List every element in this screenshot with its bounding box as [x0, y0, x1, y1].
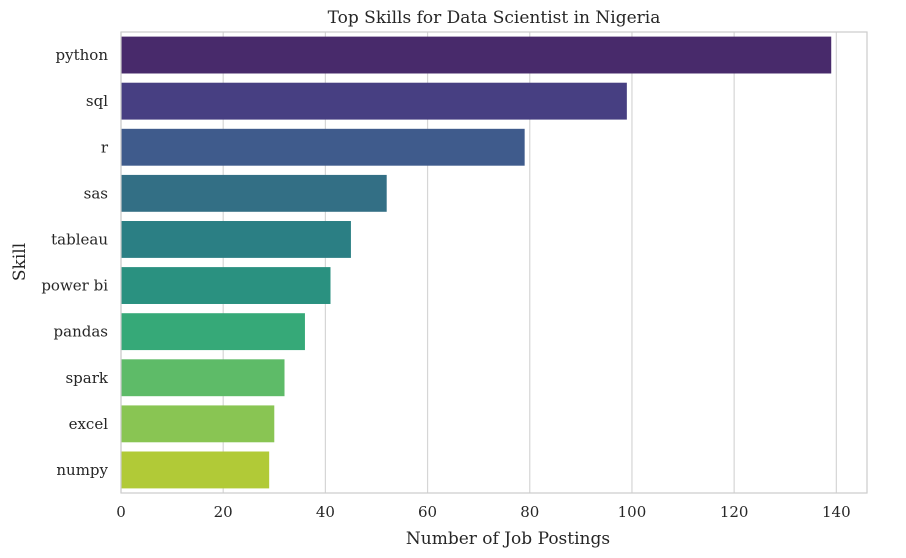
- x-tick-label: 100: [618, 503, 647, 521]
- y-tick-label: r: [101, 138, 109, 156]
- y-tick-label: tableau: [51, 230, 108, 248]
- y-tick-label: spark: [65, 369, 108, 387]
- bar-sql: [121, 82, 627, 120]
- y-axis-label: Skill: [10, 243, 30, 281]
- x-tick-label: 60: [418, 503, 437, 521]
- plot-frame: [120, 31, 868, 494]
- x-tick-label: 80: [520, 503, 539, 521]
- bar-python: [121, 36, 832, 74]
- x-tick-labels: 0 20 40 60 80 100 120 140: [116, 503, 850, 521]
- y-tick-label: excel: [69, 415, 109, 433]
- x-tick-label: 120: [720, 503, 749, 521]
- x-tick-label: 40: [316, 503, 335, 521]
- x-tick-label: 140: [822, 503, 851, 521]
- bar-sas: [121, 174, 387, 212]
- y-tick-labels: python sql r sas tableau power bi pandas spark e…: [41, 46, 109, 479]
- bar-r: [121, 128, 525, 166]
- bar-power-bi: [121, 267, 331, 304]
- x-axis-label: Number of Job Postings: [406, 529, 610, 549]
- y-tick-label: pandas: [54, 323, 108, 341]
- bar-spark: [121, 359, 285, 397]
- x-tick-label: 20: [214, 503, 233, 521]
- x-tick-label: 0: [116, 503, 126, 521]
- chart-title: Top Skills for Data Scientist in Nigeria: [328, 8, 661, 28]
- bars: [121, 36, 832, 489]
- y-tick-label: sas: [84, 184, 108, 202]
- y-tick-label: python: [56, 46, 109, 64]
- bar-numpy: [121, 451, 270, 489]
- y-tick-label: numpy: [56, 461, 108, 479]
- y-tick-label: power bi: [41, 277, 108, 295]
- bar-excel: [121, 405, 275, 443]
- y-tick-label: sql: [86, 92, 108, 110]
- bar-tableau: [121, 221, 351, 258]
- bar-pandas: [121, 313, 305, 351]
